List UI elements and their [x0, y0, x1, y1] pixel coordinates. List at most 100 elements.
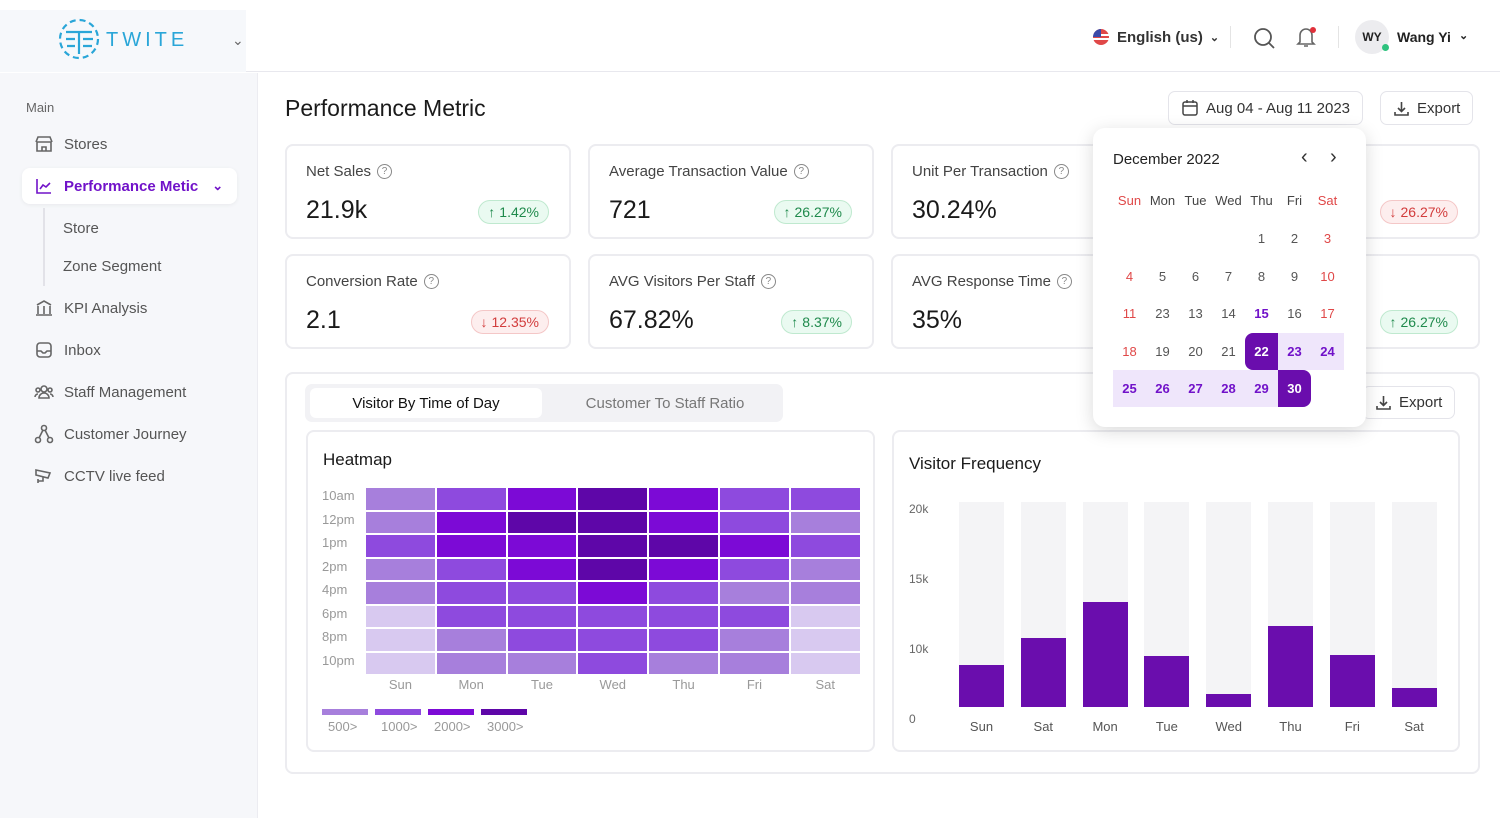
help-icon[interactable]: ? — [760, 274, 776, 289]
calendar-day[interactable]: 7 — [1224, 268, 1233, 284]
avatar[interactable]: WY — [1355, 20, 1389, 54]
calendar-day[interactable]: 2 — [1290, 231, 1299, 246]
calendar-day[interactable]: 16 — [1287, 306, 1302, 321]
calendar-day[interactable]: 13 — [1188, 306, 1203, 321]
heatmap-cell — [506, 487, 578, 511]
next-month-button[interactable]: › — [1330, 146, 1337, 168]
heatmap-cell — [648, 510, 719, 534]
heatmap-cell — [506, 628, 578, 652]
heatmap-cell — [435, 628, 507, 652]
metric-label: Unit Per Transaction — [912, 163, 1048, 180]
calendar-day[interactable]: 24 — [1311, 332, 1344, 370]
help-icon[interactable]: ? — [793, 164, 809, 179]
export-button[interactable]: Export — [1380, 91, 1474, 125]
calendar-day[interactable]: 11 — [1122, 306, 1137, 321]
calendar-day[interactable]: 25 — [1113, 370, 1146, 407]
heatmap-cell — [435, 651, 507, 675]
metric-title: Conversion Rate? — [306, 273, 439, 290]
download-icon — [1394, 101, 1409, 116]
arrow-down-icon: ↓ — [480, 314, 488, 330]
journey-icon — [34, 424, 54, 444]
sidebar-item-performance-metric[interactable]: Performance Metic ⌄ — [22, 168, 237, 204]
calendar-day[interactable]: 15 — [1254, 306, 1269, 321]
calendar-day[interactable]: 8 — [1257, 268, 1266, 284]
language-selector[interactable]: English (us) ⌄ — [1092, 28, 1219, 46]
calendar-day[interactable]: 26 — [1146, 370, 1179, 407]
calendar-day[interactable]: 18 — [1122, 343, 1137, 359]
heatmap-cell — [648, 557, 719, 581]
sidebar-item-stores[interactable]: Stores — [22, 126, 237, 162]
chevron-down-icon[interactable]: ⌄ — [232, 32, 244, 48]
heatmap-cell — [719, 628, 790, 652]
y-tick-label: 15k — [909, 572, 929, 586]
heatmap-cell — [719, 557, 790, 581]
tab-customer-to-staff-ratio[interactable]: Customer To Staff Ratio — [585, 394, 745, 412]
calendar-day[interactable]: 30 — [1278, 370, 1311, 407]
y-tick-label: 20k — [909, 502, 929, 516]
heatmap-cell — [365, 557, 436, 581]
bar-track — [1206, 502, 1252, 707]
metric-value: 21.9k — [306, 196, 368, 224]
metric-title: Average Transaction Value? — [609, 163, 809, 180]
heatmap-card: Heatmap 10am 12pm 1pm 2pm 4pm 6pm 8pm 10pm Sun Mo… — [306, 430, 875, 752]
tab-visitor-by-time-of-day[interactable]: Visitor By Time of Day — [310, 388, 542, 418]
panel-export-button[interactable]: Export — [1362, 386, 1456, 419]
heatmap-col-label: Sat — [815, 677, 835, 692]
heatmap-cell — [506, 651, 578, 675]
heatmap-cell — [506, 557, 578, 581]
heatmap-row-label: 10pm — [322, 652, 355, 668]
heatmap-cell — [648, 581, 719, 605]
calendar-day[interactable]: 20 — [1188, 343, 1203, 359]
sidebar-item-customer-journey[interactable]: Customer Journey — [22, 416, 237, 452]
metric-label: Conversion Rate — [306, 273, 418, 290]
metric-value: 35% — [912, 306, 963, 334]
sidebar-item-cctv-live-feed[interactable]: CCTV live feed — [22, 458, 237, 494]
metric-value: 2.1 — [306, 306, 341, 334]
visitor-panel: Visitor By Time of Day Customer To Staff… — [285, 372, 1480, 774]
user-menu[interactable]: Wang Yi ⌄ — [1397, 29, 1468, 45]
change-badge: ↑ 8.37% — [781, 310, 852, 334]
search-icon[interactable] — [1252, 26, 1276, 50]
change-badge: ↑ 1.42% — [478, 200, 549, 224]
y-tick-label: 0 — [909, 712, 916, 726]
prev-month-button[interactable]: ‹ — [1301, 146, 1308, 168]
change-badge: ↑ 26.27% — [773, 200, 852, 224]
calendar-day[interactable]: 14 — [1221, 306, 1236, 321]
calendar-day[interactable]: 10 — [1320, 268, 1335, 284]
calendar-day[interactable]: 3 — [1323, 231, 1332, 246]
calendar-day[interactable]: 1 — [1257, 231, 1266, 246]
heatmap-cell — [648, 487, 719, 511]
change-value: 8.37% — [802, 314, 842, 330]
help-icon[interactable]: ? — [1053, 164, 1069, 179]
calendar-day[interactable]: 4 — [1125, 268, 1134, 284]
calendar-day[interactable]: 27 — [1179, 370, 1212, 407]
help-icon[interactable]: ? — [423, 274, 439, 289]
calendar-day[interactable]: 9 — [1290, 268, 1299, 284]
sidebar-item-staff-management[interactable]: Staff Management — [22, 374, 237, 410]
date-range-picker[interactable]: Aug 04 - Aug 11 2023 — [1168, 91, 1364, 125]
sidebar-item-kpi-analysis[interactable]: KPI Analysis — [22, 290, 237, 326]
help-icon[interactable]: ? — [377, 164, 393, 179]
bell-icon[interactable] — [1294, 24, 1320, 50]
calendar-day[interactable]: 29 — [1245, 370, 1278, 407]
calendar-day[interactable]: 5 — [1158, 268, 1167, 284]
help-icon[interactable]: ? — [1056, 274, 1072, 289]
calendar-day[interactable]: 22 — [1245, 332, 1278, 370]
calendar-day[interactable]: 23 — [1155, 306, 1170, 321]
x-tick-label: Wed — [1215, 719, 1242, 734]
calendar-day[interactable]: 21 — [1221, 343, 1236, 359]
legend-label: 2000> — [434, 719, 471, 734]
calendar-day[interactable]: 23 — [1278, 332, 1311, 370]
calendar-day[interactable]: 17 — [1320, 306, 1335, 321]
heatmap-cell — [789, 604, 861, 628]
heatmap-cell — [577, 510, 649, 534]
sidebar-subitem-zone-segment[interactable]: Zone Segment — [63, 258, 162, 275]
sidebar-item-inbox[interactable]: Inbox — [22, 332, 237, 368]
calendar-day[interactable]: 6 — [1191, 268, 1200, 284]
sidebar-subitem-store[interactable]: Store — [63, 220, 99, 237]
calendar-day[interactable]: 28 — [1212, 370, 1245, 407]
metric-card: AVG Visitors Per Staff? 67.82% ↑ 8.37% — [588, 254, 874, 349]
metric-value: 30.24% — [912, 196, 997, 224]
heatmap-cell — [719, 651, 790, 675]
calendar-day[interactable]: 19 — [1155, 343, 1170, 359]
